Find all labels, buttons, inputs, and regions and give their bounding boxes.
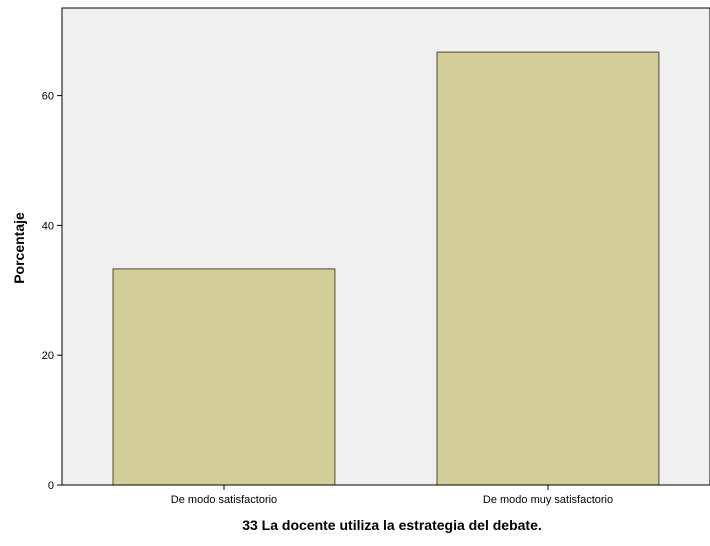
y-tick-label: 40 [42,220,54,232]
y-ticks-layer: 0 20 40 60 [42,91,62,492]
bar-1 [112,268,336,486]
x-tick-label: De modo satisfactorio [171,494,277,506]
x-axis-label: 33 La docente utiliza la estrategia del … [242,517,542,533]
bar-2 [436,51,660,486]
y-tick-label: 0 [48,480,54,492]
x-tick-label: De modo muy satisfactorio [483,494,613,506]
y-tick-label: 60 [42,91,54,103]
y-tick-label: 20 [42,350,54,362]
x-ticks-layer: De modo satisfactorio De modo muy satisfa… [171,485,613,506]
y-axis-label: Porcentaje [11,212,27,284]
